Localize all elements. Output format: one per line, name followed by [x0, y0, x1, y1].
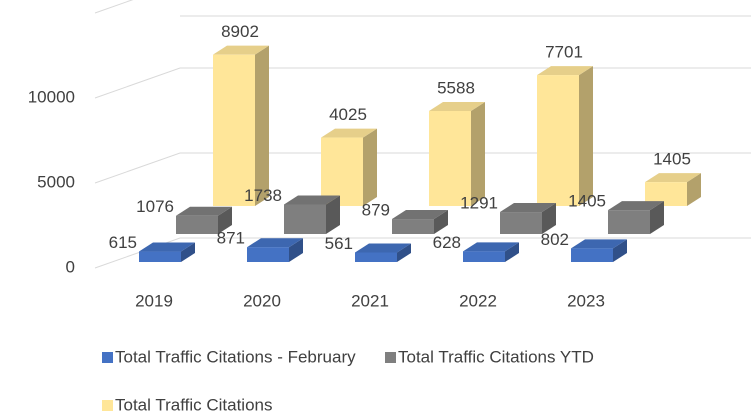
data-label: 802 — [541, 230, 569, 249]
bar — [608, 201, 664, 234]
data-label: 1076 — [136, 197, 174, 216]
x-tick-label: 2019 — [135, 291, 173, 310]
bar-front — [608, 210, 650, 234]
bar — [537, 66, 593, 206]
legend-label: Total Traffic Citations — [115, 395, 272, 414]
bar-front — [571, 248, 613, 262]
bar-front — [321, 137, 363, 206]
bar-side — [434, 210, 448, 234]
legend-swatch — [102, 352, 113, 363]
bar-side — [255, 45, 269, 206]
data-label: 5588 — [437, 78, 475, 97]
legend-swatch — [102, 400, 113, 411]
bar-top — [429, 102, 485, 112]
bar-side — [613, 239, 627, 262]
data-label: 871 — [217, 229, 245, 248]
bar-top — [284, 195, 340, 205]
data-label: 4025 — [329, 105, 367, 124]
bar — [392, 210, 448, 234]
bar-top — [139, 242, 195, 252]
bar-front — [429, 111, 471, 206]
legend-swatch — [385, 352, 396, 363]
x-tick-label: 2021 — [351, 291, 389, 310]
bar-top — [463, 242, 519, 252]
bar — [429, 102, 485, 206]
legend-label: Total Traffic Citations - February — [115, 347, 356, 366]
bar-side — [687, 173, 701, 206]
bar-side — [542, 203, 556, 234]
x-tick-label: 2022 — [459, 291, 497, 310]
bar — [571, 239, 627, 262]
bar-side — [397, 243, 411, 262]
bar-front — [355, 252, 397, 262]
legend-label: Total Traffic Citations YTD — [398, 347, 594, 366]
data-label: 7701 — [545, 43, 583, 62]
bar-top — [213, 45, 269, 55]
bar — [321, 128, 377, 206]
bar-front — [247, 247, 289, 262]
data-label: 1738 — [244, 186, 282, 205]
bar-side — [471, 102, 485, 206]
bar — [176, 206, 232, 234]
bar — [139, 242, 195, 262]
bar-front — [645, 182, 687, 206]
bar-side — [326, 195, 340, 234]
bar-side — [363, 128, 377, 206]
bar — [500, 203, 556, 234]
bar — [213, 45, 269, 206]
data-label: 8902 — [221, 22, 259, 41]
bar-top — [537, 66, 593, 76]
bar-top — [355, 243, 411, 253]
grid-line — [94, 237, 751, 269]
bar-top — [608, 201, 664, 211]
bar-top — [392, 210, 448, 220]
y-tick-label: 10000 — [28, 87, 75, 106]
data-label: 628 — [433, 233, 461, 252]
bar — [247, 238, 303, 262]
bar-front — [392, 219, 434, 234]
bar-front — [463, 251, 505, 262]
bar-side — [289, 238, 303, 262]
bar — [463, 242, 519, 262]
bar-side — [218, 206, 232, 234]
bar — [355, 243, 411, 262]
bar-top — [500, 203, 556, 213]
x-tick-label: 2023 — [567, 291, 605, 310]
y-tick-label: 0 — [66, 257, 75, 276]
grid-line — [94, 67, 751, 99]
data-label: 1405 — [568, 192, 606, 211]
bar-side — [579, 66, 593, 206]
bar-top — [247, 238, 303, 248]
data-label: 879 — [362, 201, 390, 220]
data-label: 615 — [109, 233, 137, 252]
data-label: 1405 — [653, 150, 691, 169]
bar-side — [505, 242, 519, 262]
data-label: 1291 — [460, 194, 498, 213]
bar-top — [645, 173, 701, 183]
bar-top — [176, 206, 232, 216]
bar — [645, 173, 701, 206]
bar-front — [284, 204, 326, 234]
bar-front — [176, 215, 218, 234]
bar-front — [139, 251, 181, 262]
data-label: 561 — [325, 234, 353, 253]
bar-side — [181, 242, 195, 262]
bar-front — [213, 54, 255, 206]
bar-front — [500, 212, 542, 234]
bar-top — [321, 128, 377, 138]
bar-front — [537, 75, 579, 206]
x-tick-label: 2020 — [243, 291, 281, 310]
wall-edge — [94, 0, 134, 14]
y-tick-label: 5000 — [37, 172, 75, 191]
bar-side — [650, 201, 664, 234]
bar-top — [571, 239, 627, 249]
bar — [284, 195, 340, 234]
